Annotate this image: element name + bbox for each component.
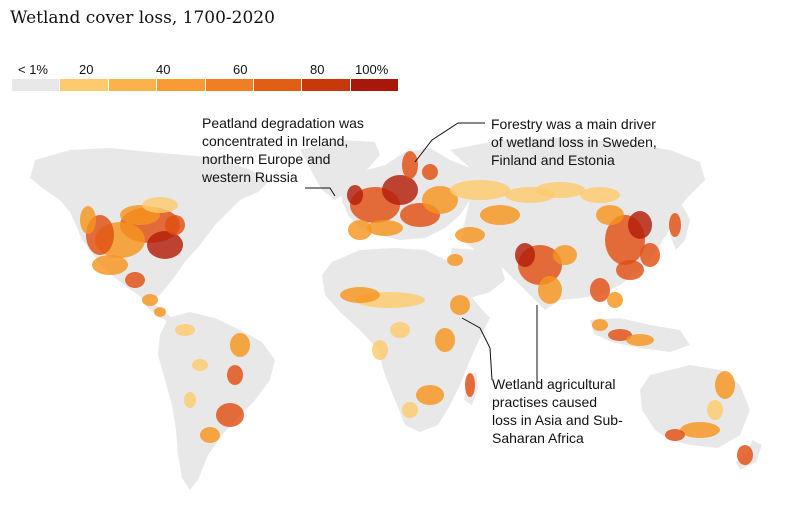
loss-hotspot	[669, 213, 681, 237]
loss-hotspot	[402, 402, 418, 418]
legend-swatch	[205, 79, 253, 91]
loss-hotspot	[147, 231, 183, 259]
legend-label-80: 80	[310, 62, 325, 77]
loss-hotspot	[553, 245, 577, 265]
leader-line-africa	[461, 317, 493, 381]
leader-line-forestry	[414, 122, 485, 163]
loss-hotspot	[142, 197, 178, 213]
legend-label-min: < 1%	[18, 62, 48, 77]
legend-swatch	[350, 79, 398, 91]
leader-line-peatland	[305, 187, 336, 197]
loss-hotspot	[535, 182, 585, 198]
south-america	[158, 312, 275, 490]
loss-hotspot	[165, 215, 185, 235]
legend-label-40: 40	[156, 62, 171, 77]
loss-hotspot	[192, 359, 208, 371]
loss-hotspot	[348, 220, 372, 240]
loss-hotspot	[480, 205, 520, 225]
loss-hotspot	[665, 429, 685, 441]
loss-hotspot	[230, 333, 250, 357]
loss-hotspot	[416, 385, 444, 405]
legend-label-20: 20	[79, 62, 94, 77]
legend-label-max: 100%	[355, 62, 389, 77]
loss-hotspot	[626, 334, 654, 346]
loss-hotspot	[628, 211, 652, 239]
loss-hotspot	[402, 151, 418, 179]
legend-labels: < 1% 20 40 60 80 100%	[12, 62, 398, 78]
loss-hotspot	[450, 295, 470, 315]
loss-hotspot	[608, 329, 632, 341]
loss-hotspot	[372, 340, 388, 360]
loss-hotspot	[640, 243, 660, 267]
loss-hotspot	[154, 307, 166, 317]
loss-hotspot	[515, 243, 535, 267]
loss-hotspot	[616, 260, 644, 280]
legend-swatch	[157, 79, 205, 91]
greenland	[300, 140, 380, 200]
loss-hotspot	[142, 294, 158, 306]
loss-hotspot	[715, 371, 735, 399]
legend-swatch	[12, 79, 60, 91]
legend-color-bar	[12, 79, 398, 91]
loss-hotspot	[92, 255, 128, 275]
loss-hotspot	[422, 164, 438, 180]
loss-hotspot	[435, 328, 455, 352]
annotation-peatland: Peatland degradation was concentrated in…	[202, 115, 364, 185]
loss-hotspot	[125, 272, 145, 288]
loss-hotspot	[382, 175, 418, 205]
legend-swatch	[60, 79, 108, 91]
loss-hotspot	[450, 180, 510, 200]
legend: < 1% 20 40 60 80 100%	[12, 62, 398, 94]
legend-swatch	[108, 79, 157, 91]
loss-hotspot	[216, 403, 244, 427]
map-title: Wetland cover loss, 1700-2020	[10, 8, 275, 28]
loss-hotspot	[592, 319, 608, 331]
loss-hotspot	[80, 206, 96, 234]
annotation-forestry: Forestry was a main driver of wetland lo…	[491, 116, 657, 168]
loss-hotspot	[227, 365, 243, 385]
annotation-agriculture: Wetland agricultural practises caused lo…	[492, 376, 623, 446]
legend-label-60: 60	[233, 62, 248, 77]
loss-hotspot	[422, 186, 458, 214]
loss-hotspot	[200, 427, 220, 443]
loss-hotspot	[367, 220, 403, 236]
loss-hotspot	[390, 322, 410, 338]
loss-hotspot	[184, 392, 196, 408]
legend-swatch	[253, 79, 302, 91]
loss-hotspot	[347, 185, 363, 205]
loss-hotspot	[455, 227, 485, 243]
loss-hotspot	[465, 373, 475, 397]
loss-hotspot	[175, 324, 195, 336]
loss-hotspot	[596, 205, 624, 225]
loss-hotspot	[737, 445, 753, 465]
wetland-loss-overlay	[80, 151, 753, 465]
loss-hotspot	[340, 287, 380, 303]
loss-hotspot	[680, 422, 720, 438]
legend-swatch	[302, 79, 350, 91]
loss-hotspot	[447, 254, 463, 266]
loss-hotspot	[580, 187, 620, 203]
loss-hotspot	[607, 292, 623, 308]
loss-hotspot	[538, 276, 562, 304]
loss-hotspot	[590, 278, 610, 302]
loss-hotspot	[707, 400, 723, 420]
